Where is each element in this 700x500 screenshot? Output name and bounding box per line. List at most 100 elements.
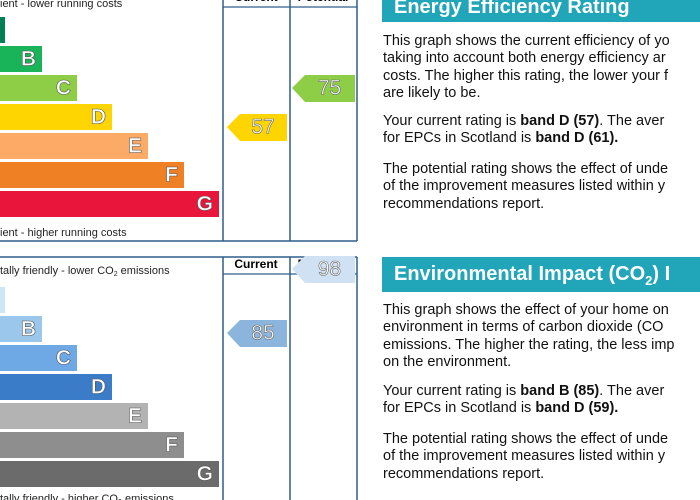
band-bar <box>0 287 5 313</box>
environment-heading: Environmental Impact (CO2) I <box>382 257 700 292</box>
band-letter: G <box>197 463 213 486</box>
scale-note: ient - lower running costs <box>0 0 123 10</box>
paragraph: This graph shows the effect of your home… <box>383 302 700 371</box>
text: on the environment. <box>383 353 512 370</box>
band-bar <box>0 191 219 217</box>
text-line: on the environment. <box>383 354 700 371</box>
text: This graph shows the current efficiency … <box>383 33 670 49</box>
subscript: 2 <box>645 273 653 288</box>
text-line: The potential rating shows the effect of… <box>383 161 700 178</box>
text: are likely to be. <box>383 84 481 101</box>
band-bar <box>0 75 77 101</box>
band-letter: B <box>21 48 36 71</box>
scale-note: tally friendly - lower CO2 emissions <box>0 265 170 278</box>
band-bar <box>0 316 42 342</box>
potential-rating-arrow <box>292 75 355 102</box>
text-line: costs. The higher this rating, the lower… <box>383 68 700 85</box>
text: recommendations report. <box>383 465 545 482</box>
text-part: Environmental Impact (CO <box>394 263 646 285</box>
text-line: environment in terms of carbon dioxide (… <box>383 319 700 336</box>
text-line: for EPCs in Scotland is band D (61). <box>383 130 700 147</box>
current-rating-value: 57 <box>251 116 274 139</box>
band-letter: F <box>165 164 178 187</box>
text: This graph shows the effect of your home… <box>383 302 669 318</box>
text-part: emissions <box>122 493 174 500</box>
energy-heading: Energy Efficiency Rating <box>382 0 700 22</box>
text-part: ) I <box>652 263 671 285</box>
text-line: are likely to be. <box>383 85 700 102</box>
potential-rating-value: 98 <box>318 258 341 281</box>
text: . The aver <box>599 383 665 399</box>
current-rating-arrow <box>227 320 287 347</box>
potential-rating-arrow <box>292 256 355 283</box>
text-line: The potential rating shows the effect of… <box>383 431 700 448</box>
text: Your current rating is <box>383 113 521 129</box>
band-letter: C <box>56 347 71 370</box>
paragraph: The potential rating shows the effect of… <box>383 161 700 213</box>
column-header: Potential <box>298 0 349 4</box>
text-line: Your current rating is band B (85). The … <box>383 383 700 400</box>
rating-graphs: Current Potential ient - lower running cos… <box>0 0 358 500</box>
text: for EPCs in Scotland is <box>383 400 536 417</box>
text-line: emissions. The higher the rating, the le… <box>383 337 700 354</box>
band-letter: C <box>56 77 71 100</box>
text-line: Your current rating is band D (57). The … <box>383 113 700 130</box>
potential-rating-value: 75 <box>318 77 341 100</box>
scale-note: tally friendly - higher CO2 emissions <box>0 493 174 500</box>
column-header: Current <box>234 257 277 271</box>
text-line: of the improvement measures listed withi… <box>383 178 700 195</box>
text: . The aver <box>599 113 665 129</box>
band-bar <box>0 133 148 159</box>
text-part: emissions <box>118 265 170 277</box>
text: The potential rating shows the effect of… <box>383 161 669 177</box>
text: Your current rating is <box>383 383 521 399</box>
bold-text: band B (85) <box>520 383 600 399</box>
band-letter: E <box>128 135 142 158</box>
text: The potential rating shows the effect of… <box>383 431 669 447</box>
paragraph: Your current rating is band D (57). The … <box>383 113 700 148</box>
text: taking into account both energy efficien… <box>383 50 666 67</box>
text: of the improvement measures listed withi… <box>383 178 666 195</box>
band-bar <box>0 403 148 429</box>
paragraph: The potential rating shows the effect of… <box>383 431 700 483</box>
text-line: for EPCs in Scotland is band D (59). <box>383 400 700 417</box>
bold-text: band D (57) <box>520 113 600 129</box>
text-line: taking into account both energy efficien… <box>383 50 700 67</box>
band-bar <box>0 46 42 72</box>
band-letter: G <box>197 193 213 216</box>
text-line: recommendations report. <box>383 196 700 213</box>
text-part: tally friendly - higher CO <box>0 493 118 500</box>
bold-text: band D (59). <box>535 400 619 417</box>
band-letter: D <box>91 106 106 129</box>
text: emissions. The higher the rating, the le… <box>383 336 675 353</box>
text-line: This graph shows the effect of your home… <box>383 302 700 319</box>
band-bar <box>0 432 184 458</box>
band-letter: D <box>91 376 106 399</box>
text: recommendations report. <box>383 195 545 212</box>
subscript: 2 <box>114 271 118 278</box>
scale-note: ient - higher running costs <box>0 227 127 239</box>
text: for EPCs in Scotland is <box>383 130 536 147</box>
energy-title: Energy Efficiency Rating <box>394 0 630 18</box>
paragraph: Your current rating is band B (85). The … <box>383 383 700 418</box>
environment-title: Environmental Impact (CO2) I <box>394 263 671 288</box>
band-bar <box>0 345 77 371</box>
current-rating-arrow <box>227 114 287 141</box>
text-line: This graph shows the current efficiency … <box>383 33 700 50</box>
text: costs. The higher this rating, the lower… <box>383 67 669 84</box>
paragraph: This graph shows the current efficiency … <box>383 33 700 102</box>
column-header: Current <box>234 0 277 4</box>
band-bar <box>0 162 184 188</box>
band-letter: B <box>21 318 36 341</box>
band-letter: F <box>165 434 178 457</box>
bold-text: band D (61). <box>535 130 619 147</box>
text-part: tally friendly - lower CO <box>0 265 114 277</box>
band-letter: E <box>128 405 142 428</box>
band-bar <box>0 374 112 400</box>
band-bar <box>0 17 5 43</box>
text-line: recommendations report. <box>383 466 700 483</box>
band-bar <box>0 104 112 130</box>
text: of the improvement measures listed withi… <box>383 448 666 465</box>
text-line: of the improvement measures listed withi… <box>383 448 700 465</box>
